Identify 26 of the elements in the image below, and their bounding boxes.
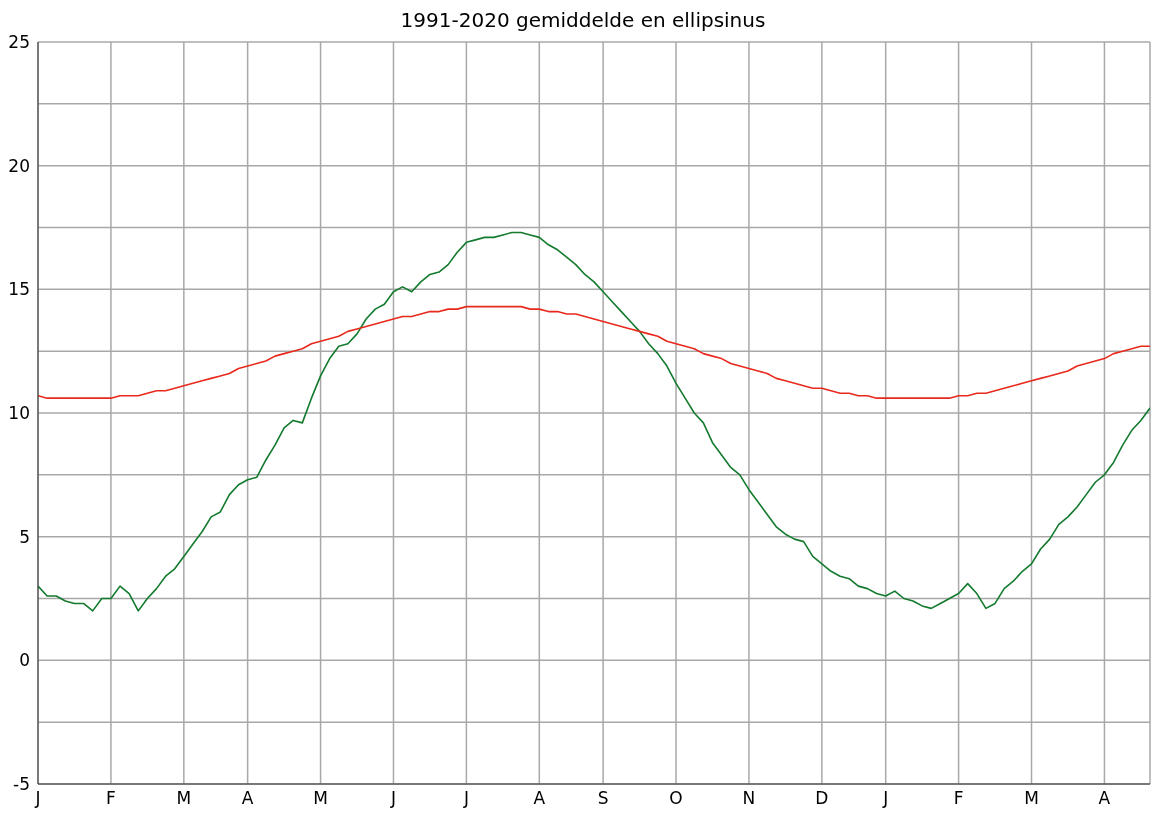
x-tick-label: A — [1098, 788, 1111, 809]
x-tick-label: M — [176, 788, 192, 809]
x-tick-label: J — [34, 788, 41, 809]
x-tick-label: J — [882, 788, 889, 809]
x-tick-label: A — [241, 788, 254, 809]
x-tick-label: F — [106, 788, 116, 809]
y-tick-label: 20 — [8, 155, 30, 176]
y-tick-label: -5 — [13, 774, 30, 795]
x-tick-label: D — [815, 788, 829, 809]
line-series — [38, 305, 1150, 399]
x-tick-label: A — [533, 788, 546, 809]
x-tick-label: J — [389, 788, 396, 809]
x-tick-label: M — [313, 788, 328, 809]
chart-title: 1991-2020 gemiddelde en ellipsinus — [399, 8, 767, 32]
x-tick-label: F — [953, 788, 964, 809]
y-tick-label: 0 — [19, 650, 30, 671]
y-tick-label: 5 — [19, 526, 30, 547]
y-tick-label: 15 — [8, 279, 30, 300]
y-tick-label: 10 — [8, 403, 30, 424]
line-series — [38, 231, 1150, 612]
x-tick-label: O — [669, 788, 683, 809]
x-tick-label: S — [597, 788, 609, 809]
x-tick-label: M — [1024, 788, 1039, 809]
y-tick-label: 25 — [8, 32, 30, 53]
x-tick-label: N — [742, 788, 756, 809]
x-tick-label: J — [462, 788, 469, 809]
